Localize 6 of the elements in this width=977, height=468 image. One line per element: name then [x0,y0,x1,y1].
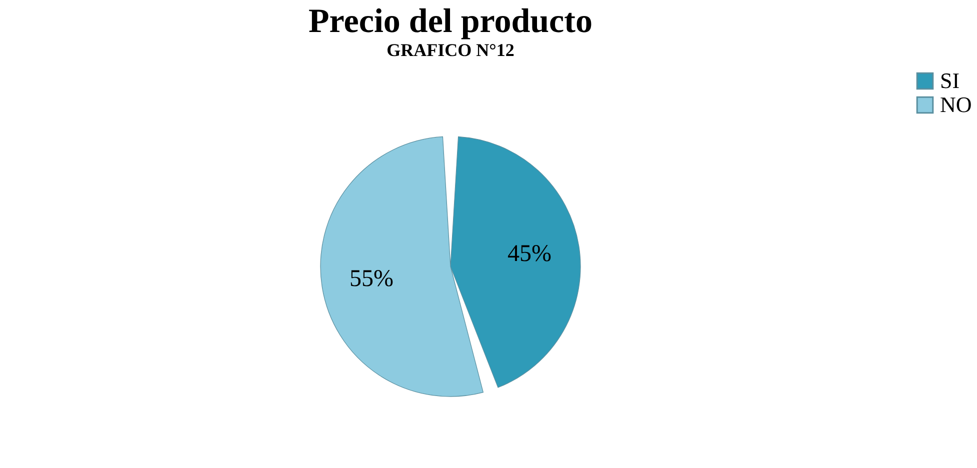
data-label: 55% [349,266,394,292]
text: GRAFICO N°12 [386,40,514,60]
data-label: 45% [508,240,552,267]
chart-title: Precio del producto [308,3,592,40]
legend-label: NO [940,92,972,117]
legend-label: SI [940,68,960,93]
